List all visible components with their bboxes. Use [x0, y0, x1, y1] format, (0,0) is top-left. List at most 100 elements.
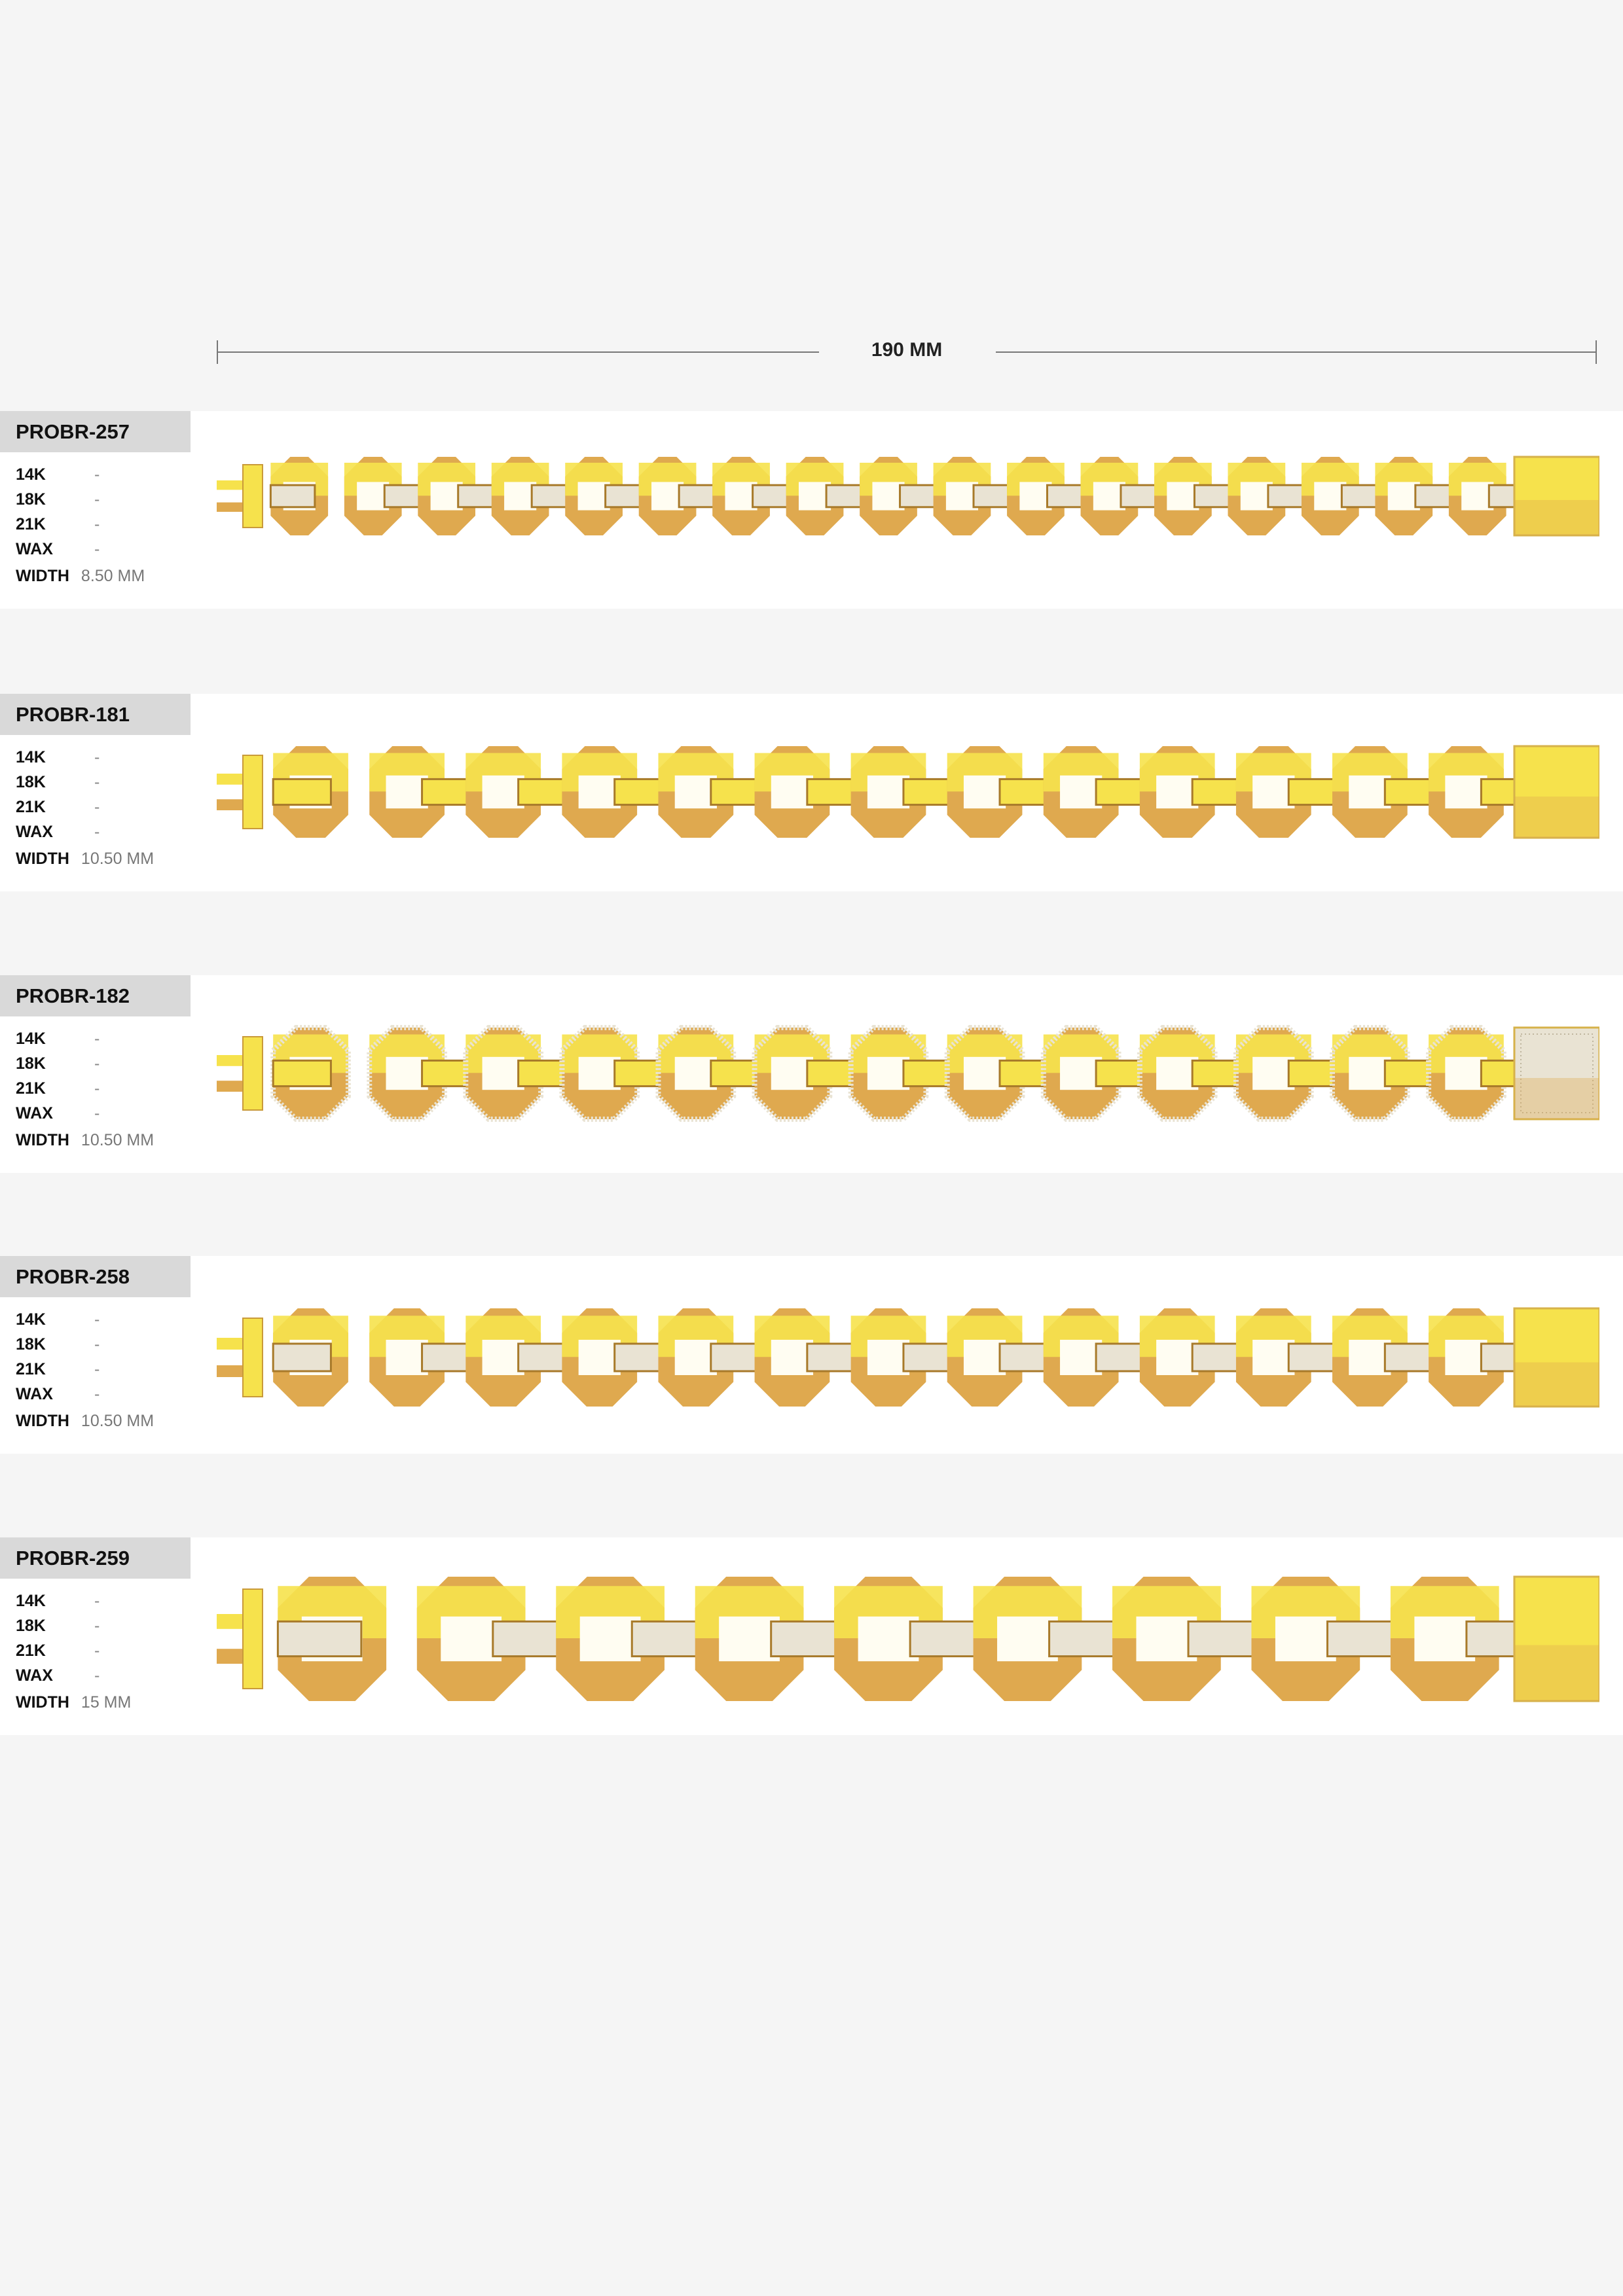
metal-specs: 14K - 18K - 21K - WAX -: [16, 1588, 100, 1688]
link-opening: [1275, 1616, 1336, 1662]
pave-outline: [1233, 1025, 1314, 1122]
spec-row: 14K -: [16, 1307, 100, 1332]
spec-row: 14K -: [16, 745, 100, 770]
link-opening: [674, 775, 717, 809]
product-row: PROBR-259 14K - 18K - 21K - WAX - WIDTH 15 MM: [0, 1537, 1623, 1735]
spec-key: 21K: [16, 1079, 46, 1098]
bracelet-image: [217, 1307, 1599, 1408]
spec-key: 14K: [16, 1030, 46, 1048]
spec-key: 14K: [16, 465, 46, 484]
spec-value: -: [94, 748, 100, 766]
link-opening: [1156, 775, 1199, 809]
spec-value: -: [94, 1641, 100, 1660]
connecting-bar: [272, 1342, 332, 1372]
link-opening: [1060, 1056, 1103, 1090]
link-opening: [441, 1616, 502, 1662]
link-opening: [997, 1616, 1058, 1662]
spec-key: WAX: [16, 1666, 53, 1685]
link-opening: [386, 775, 428, 809]
width-spec: WIDTH 8.50 MM: [16, 567, 145, 586]
link-opening: [858, 1616, 919, 1662]
width-label: WIDTH: [16, 567, 69, 585]
width-label: WIDTH: [16, 850, 69, 868]
length-ruler: 190 MM: [217, 334, 1597, 370]
link-opening: [867, 1056, 910, 1090]
bracelet-image: [217, 1575, 1599, 1702]
spec-value: -: [94, 823, 100, 841]
width-label: WIDTH: [16, 1131, 69, 1149]
product-row: PROBR-257 14K - 18K - 21K - WAX - WIDTH 8.50 MM: [0, 411, 1623, 609]
spec-value: -: [94, 1385, 100, 1403]
spec-value: -: [94, 465, 100, 484]
link-opening: [963, 1340, 1006, 1375]
box-clasp: [1513, 456, 1599, 537]
spec-key: WAX: [16, 1104, 53, 1122]
pave-outline: [1330, 1025, 1410, 1122]
pave-pattern: [1520, 1033, 1594, 1113]
ruler-label: 190 MM: [871, 339, 943, 361]
spec-key: 14K: [16, 1592, 46, 1610]
width-label: WIDTH: [16, 1693, 69, 1712]
link-opening: [1445, 1340, 1487, 1375]
spec-key: 21K: [16, 515, 46, 533]
link-opening: [1156, 1056, 1199, 1090]
link-opening: [578, 1340, 621, 1375]
link-opening: [578, 775, 621, 809]
box-clasp: [1513, 1575, 1599, 1702]
spec-key: 18K: [16, 490, 46, 509]
width-spec: WIDTH 15 MM: [16, 1693, 131, 1712]
link-opening: [579, 1616, 641, 1662]
link-opening: [578, 1056, 621, 1090]
product-code: PROBR-259: [0, 1537, 191, 1579]
spec-row: 14K -: [16, 1026, 100, 1051]
ruler-end-tick: [1596, 340, 1597, 364]
link-opening: [1349, 1056, 1391, 1090]
connecting-bar: [272, 778, 332, 806]
link-opening: [1349, 775, 1391, 809]
pave-outline: [367, 1025, 447, 1122]
clasp-prong: [217, 480, 243, 490]
spec-row: 18K -: [16, 1613, 100, 1638]
link-opening: [867, 1340, 910, 1375]
spec-value: -: [94, 1666, 100, 1685]
product-row: PROBR-182 14K - 18K - 21K - WAX - WIDTH 10.50 MM: [0, 975, 1623, 1173]
spec-row: 21K -: [16, 1638, 100, 1663]
metal-specs: 14K - 18K - 21K - WAX -: [16, 1307, 100, 1407]
ruler-line-right: [996, 351, 1597, 353]
link-opening: [386, 1056, 428, 1090]
spec-value: -: [94, 1310, 100, 1329]
bracelet-image: [217, 745, 1599, 839]
spec-value: -: [94, 1335, 100, 1354]
link-opening: [1252, 1056, 1295, 1090]
link-opening: [1252, 775, 1295, 809]
spec-value: -: [94, 515, 100, 533]
spec-value: -: [94, 773, 100, 791]
spec-value: -: [94, 540, 100, 558]
clasp-prong: [217, 774, 243, 785]
spec-row: 21K -: [16, 512, 100, 537]
clasp-prong: [217, 1614, 243, 1629]
pave-outline: [1040, 1025, 1122, 1122]
pave-outline: [752, 1025, 833, 1122]
spec-row: 18K -: [16, 1332, 100, 1357]
box-clasp-shadow: [1514, 797, 1599, 838]
width-spec: WIDTH 10.50 MM: [16, 1131, 154, 1150]
pave-outline: [559, 1025, 640, 1122]
clasp-end: [242, 1036, 263, 1111]
box-clasp: [1513, 1307, 1599, 1408]
clasp-end: [242, 1318, 263, 1397]
spec-value: -: [94, 1360, 100, 1378]
width-label: WIDTH: [16, 1412, 69, 1430]
clasp-end: [242, 464, 263, 528]
link-opening: [963, 1056, 1006, 1090]
link-opening: [1136, 1616, 1197, 1662]
clasp-prong: [217, 1338, 243, 1350]
link-opening: [674, 1340, 717, 1375]
product-code: PROBR-257: [0, 411, 191, 452]
spec-row: 18K -: [16, 770, 100, 795]
product-code: PROBR-181: [0, 694, 191, 735]
link-opening: [1156, 1340, 1199, 1375]
link-opening: [1252, 1340, 1295, 1375]
link-opening: [482, 775, 524, 809]
spec-row: 18K -: [16, 487, 100, 512]
